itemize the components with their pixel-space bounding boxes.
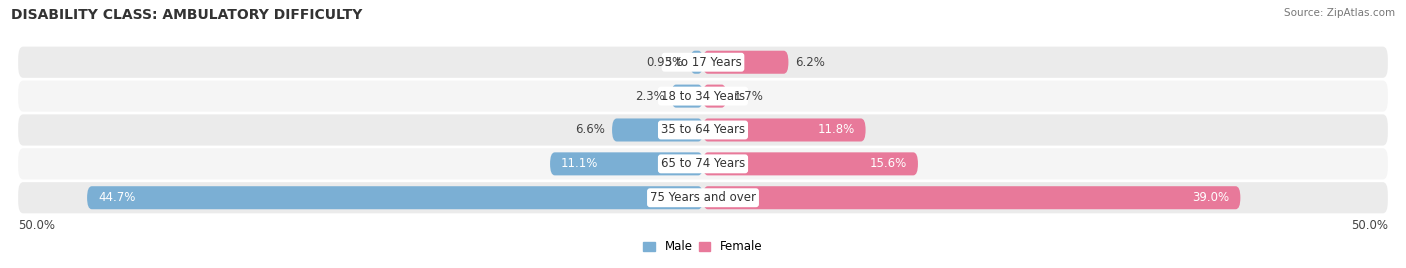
Text: 75 Years and over: 75 Years and over xyxy=(650,191,756,204)
Text: 50.0%: 50.0% xyxy=(1351,219,1388,232)
Text: 11.1%: 11.1% xyxy=(561,157,599,170)
FancyBboxPatch shape xyxy=(703,186,1240,209)
Text: 50.0%: 50.0% xyxy=(18,219,55,232)
Text: 65 to 74 Years: 65 to 74 Years xyxy=(661,157,745,170)
Text: 15.6%: 15.6% xyxy=(870,157,907,170)
FancyBboxPatch shape xyxy=(671,85,703,108)
Text: 0.93%: 0.93% xyxy=(647,56,683,69)
FancyBboxPatch shape xyxy=(18,80,1388,112)
Text: DISABILITY CLASS: AMBULATORY DIFFICULTY: DISABILITY CLASS: AMBULATORY DIFFICULTY xyxy=(11,8,363,22)
Text: 39.0%: 39.0% xyxy=(1192,191,1229,204)
FancyBboxPatch shape xyxy=(18,182,1388,213)
Text: 5 to 17 Years: 5 to 17 Years xyxy=(665,56,741,69)
FancyBboxPatch shape xyxy=(550,152,703,175)
FancyBboxPatch shape xyxy=(18,148,1388,180)
Legend: Male, Female: Male, Female xyxy=(644,240,762,253)
Text: 35 to 64 Years: 35 to 64 Years xyxy=(661,124,745,136)
FancyBboxPatch shape xyxy=(703,118,866,142)
Text: 11.8%: 11.8% xyxy=(817,124,855,136)
Text: 44.7%: 44.7% xyxy=(98,191,135,204)
FancyBboxPatch shape xyxy=(703,85,727,108)
FancyBboxPatch shape xyxy=(703,152,918,175)
Text: 6.6%: 6.6% xyxy=(575,124,605,136)
Text: 2.3%: 2.3% xyxy=(634,90,665,103)
Text: 6.2%: 6.2% xyxy=(796,56,825,69)
FancyBboxPatch shape xyxy=(690,51,703,74)
FancyBboxPatch shape xyxy=(703,51,789,74)
Text: 1.7%: 1.7% xyxy=(734,90,763,103)
FancyBboxPatch shape xyxy=(18,47,1388,78)
Text: Source: ZipAtlas.com: Source: ZipAtlas.com xyxy=(1284,8,1395,18)
FancyBboxPatch shape xyxy=(87,186,703,209)
Text: 18 to 34 Years: 18 to 34 Years xyxy=(661,90,745,103)
FancyBboxPatch shape xyxy=(612,118,703,142)
FancyBboxPatch shape xyxy=(18,114,1388,146)
